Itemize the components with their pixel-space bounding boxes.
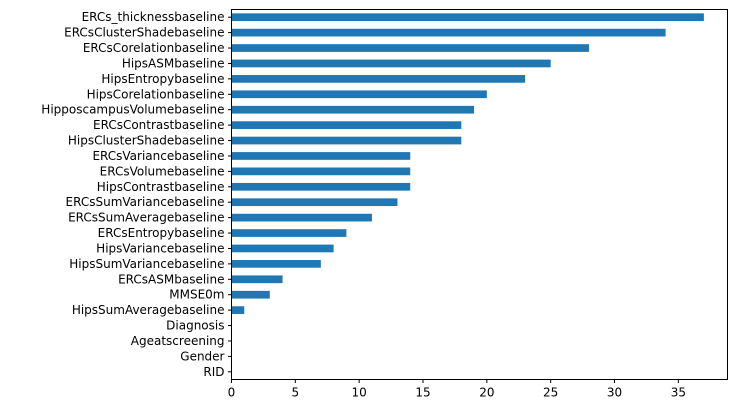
bar bbox=[231, 136, 462, 145]
bar bbox=[231, 198, 398, 207]
plot-frame bbox=[231, 9, 728, 380]
y-tick-label: ERCsContrastbaseline bbox=[93, 118, 225, 132]
bar bbox=[231, 229, 347, 237]
x-ticks: 0 5 10 15 20 25 30 35 bbox=[228, 379, 686, 400]
x-tick-label: 10 bbox=[352, 386, 367, 400]
bar bbox=[231, 59, 551, 68]
y-tick-label: RID bbox=[203, 365, 224, 379]
y-tick-label: ERCsVariancebaseline bbox=[92, 149, 224, 163]
y-tick-label: Gender bbox=[180, 349, 224, 363]
y-tick-label: HipsSumAveragebaseline bbox=[72, 303, 225, 317]
y-tick-label: Diagnosis bbox=[166, 319, 224, 333]
bar bbox=[231, 260, 321, 268]
y-tick-label: ERCs_thicknessbaseline bbox=[82, 10, 225, 24]
y-tick-label: HipsSumVariancebaseline bbox=[69, 257, 224, 271]
y-tick-label: HipsASMbaseline bbox=[122, 56, 225, 70]
x-tick-label: 30 bbox=[607, 386, 622, 400]
y-tick-label: ERCsASMbaseline bbox=[118, 272, 224, 286]
bar bbox=[231, 167, 411, 176]
bar bbox=[231, 28, 666, 37]
bar bbox=[231, 105, 475, 114]
bar bbox=[231, 152, 411, 160]
x-tick-label: 35 bbox=[671, 386, 686, 400]
y-tick-label: ERCsSumAveragebaseline bbox=[68, 211, 224, 225]
y-tick-label: HipsContrastbaseline bbox=[97, 180, 225, 194]
y-tick-label: HipsVariancebaseline bbox=[96, 241, 224, 255]
bar bbox=[231, 306, 245, 314]
bar bbox=[231, 182, 411, 191]
y-tick-label: Ageatscreening bbox=[131, 334, 225, 348]
y-tick-label: HipsClusterShadebaseline bbox=[68, 134, 225, 148]
y-tick-label: ERCsVolumebaseline bbox=[100, 164, 225, 178]
x-tick-label: 0 bbox=[228, 386, 236, 400]
bar bbox=[231, 121, 462, 129]
y-tick-label: ERCsClusterShadebaseline bbox=[64, 26, 224, 40]
y-tick-label: MMSE0m bbox=[169, 288, 224, 302]
bar bbox=[231, 75, 526, 83]
bar bbox=[231, 44, 589, 52]
y-tick-label: ERCsSumVariancebaseline bbox=[66, 195, 225, 209]
x-tick-label: 20 bbox=[479, 386, 494, 400]
bar bbox=[231, 290, 270, 299]
bar bbox=[231, 275, 283, 284]
bar bbox=[231, 213, 372, 222]
y-tick-label: ERCsCorelationbaseline bbox=[83, 41, 225, 55]
y-tick-label: ERCsEntropybaseline bbox=[98, 226, 225, 240]
x-tick-label: 5 bbox=[292, 386, 300, 400]
bar bbox=[231, 90, 487, 99]
bar bbox=[231, 244, 334, 253]
x-tick-label: 25 bbox=[543, 386, 558, 400]
bars-group bbox=[231, 13, 704, 314]
y-tick-label: HipsCorelationbaseline bbox=[87, 87, 225, 101]
bar bbox=[231, 13, 704, 22]
y-tick-label: HipsEntropybaseline bbox=[101, 72, 224, 86]
x-tick-label: 15 bbox=[415, 386, 430, 400]
y-tick-labels: ERCs_thicknessbaseline ERCsClusterShadeba… bbox=[41, 10, 232, 379]
y-tick-label: HipposcampusVolumebaseline bbox=[41, 103, 224, 117]
